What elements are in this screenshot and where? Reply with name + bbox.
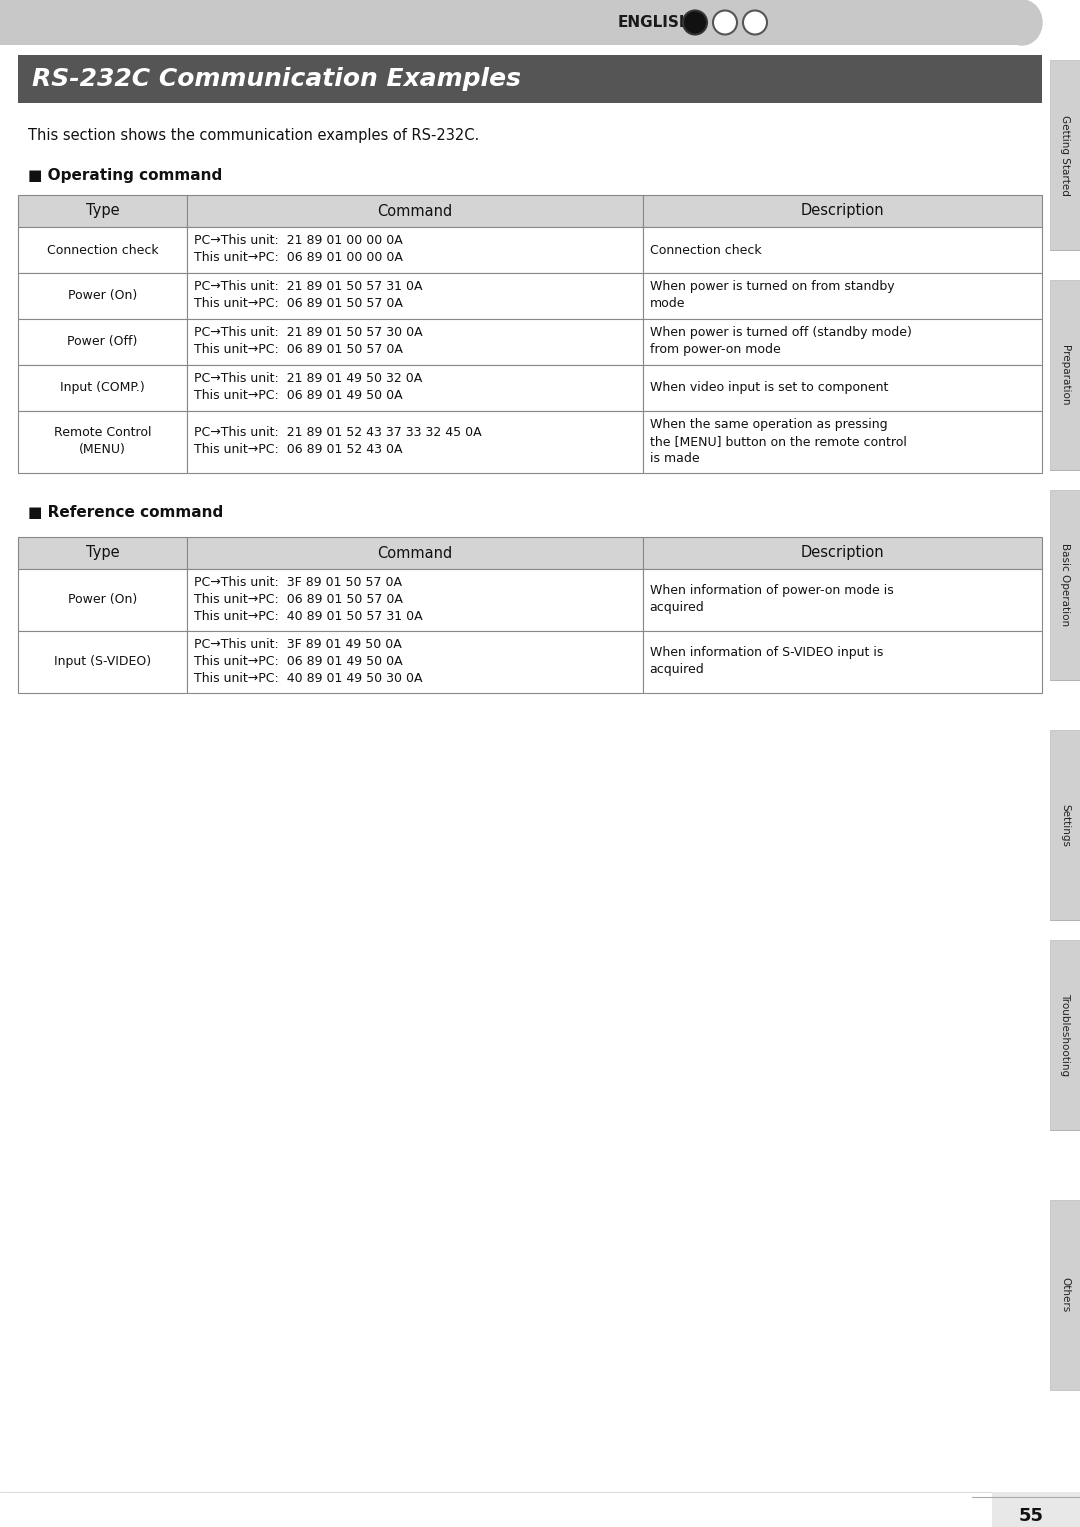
Bar [18, 319, 187, 365]
Bar [187, 319, 643, 365]
Text: Input (COMP.): Input (COMP.) [60, 382, 145, 394]
Bar [187, 273, 643, 319]
Bar [187, 228, 643, 273]
Text: RS-232C Communication Examples: RS-232C Communication Examples [32, 67, 521, 92]
Text: Description: Description [800, 203, 885, 218]
Text: PC→This unit:  21 89 01 49 50 32 0A
This unit→PC:  06 89 01 49 50 0A: PC→This unit: 21 89 01 49 50 32 0A This … [194, 373, 422, 402]
Bar [187, 570, 643, 631]
Bar [643, 570, 1042, 631]
Text: Description: Description [800, 545, 885, 560]
Text: PC→This unit:  21 89 01 50 57 30 0A
This unit→PC:  06 89 01 50 57 0A: PC→This unit: 21 89 01 50 57 30 0A This … [194, 325, 422, 356]
Text: When the same operation as pressing
the [MENU] button on the remote control
is m: When the same operation as pressing the … [650, 418, 906, 466]
Text: PC→This unit:  21 89 01 00 00 0A
This unit→PC:  06 89 01 00 00 0A: PC→This unit: 21 89 01 00 00 0A This uni… [194, 234, 403, 264]
Text: PC→This unit:  3F 89 01 49 50 0A
This unit→PC:  06 89 01 49 50 0A
This unit→PC: : PC→This unit: 3F 89 01 49 50 0A This uni… [194, 638, 422, 686]
Bar [18, 631, 187, 693]
Text: When power is turned off (standby mode)
from power-on mode: When power is turned off (standby mode) … [650, 325, 912, 356]
Text: When information of power-on mode is
acquired: When information of power-on mode is acq… [650, 583, 893, 614]
Bar [1050, 279, 1080, 470]
Text: Power (Off): Power (Off) [67, 336, 137, 348]
Ellipse shape [1002, 0, 1042, 44]
Text: Type: Type [85, 203, 119, 218]
Text: ■ Operating command: ■ Operating command [28, 168, 222, 183]
Text: 55: 55 [1018, 1507, 1043, 1525]
Bar [18, 365, 187, 411]
Bar [18, 55, 1042, 102]
Bar [643, 538, 1042, 570]
Bar [18, 273, 187, 319]
Bar [643, 631, 1042, 693]
Bar [187, 631, 643, 693]
Text: Remote Control
(MENU): Remote Control (MENU) [54, 426, 151, 457]
Text: Input (S-VIDEO): Input (S-VIDEO) [54, 655, 151, 669]
Bar [643, 195, 1042, 228]
Bar [643, 228, 1042, 273]
Bar [643, 411, 1042, 473]
Bar [18, 538, 187, 570]
Text: Command: Command [377, 545, 453, 560]
Bar [1050, 1200, 1080, 1390]
Bar [187, 538, 643, 570]
Text: PC→This unit:  21 89 01 50 57 31 0A
This unit→PC:  06 89 01 50 57 0A: PC→This unit: 21 89 01 50 57 31 0A This … [194, 279, 422, 310]
Text: Getting Started: Getting Started [1059, 115, 1070, 195]
Bar [1050, 730, 1080, 919]
Text: This section shows the communication examples of RS-232C.: This section shows the communication exa… [28, 128, 480, 144]
Text: When information of S-VIDEO input is
acquired: When information of S-VIDEO input is acq… [650, 646, 883, 676]
Text: ■ Reference command: ■ Reference command [28, 505, 224, 521]
Text: Settings: Settings [1059, 803, 1070, 846]
Bar [187, 195, 643, 228]
Bar [643, 319, 1042, 365]
Text: Connection check: Connection check [650, 243, 761, 257]
Text: When video input is set to component: When video input is set to component [650, 382, 888, 394]
Text: Power (On): Power (On) [68, 594, 137, 606]
Circle shape [683, 11, 707, 35]
Bar [1050, 60, 1080, 250]
Bar [993, 1492, 1080, 1527]
Bar [643, 365, 1042, 411]
Bar [643, 273, 1042, 319]
Text: Connection check: Connection check [46, 243, 159, 257]
Bar [187, 411, 643, 473]
Bar [187, 365, 643, 411]
Bar [18, 570, 187, 631]
Text: Others: Others [1059, 1278, 1070, 1313]
Text: PC→This unit:  21 89 01 52 43 37 33 32 45 0A
This unit→PC:  06 89 01 52 43 0A: PC→This unit: 21 89 01 52 43 37 33 32 45… [194, 426, 482, 457]
Bar [18, 411, 187, 473]
Circle shape [743, 11, 767, 35]
Bar [1050, 941, 1080, 1130]
Circle shape [713, 11, 737, 35]
Bar [1050, 490, 1080, 680]
Bar [0, 0, 1022, 44]
Text: Type: Type [85, 545, 119, 560]
Text: Basic Operation: Basic Operation [1059, 544, 1070, 626]
Text: When power is turned on from standby
mode: When power is turned on from standby mod… [650, 279, 894, 310]
Text: Preparation: Preparation [1059, 345, 1070, 405]
Text: Command: Command [377, 203, 453, 218]
Text: Troubleshooting: Troubleshooting [1059, 994, 1070, 1077]
Text: Power (On): Power (On) [68, 290, 137, 302]
Text: ENGLISH: ENGLISH [618, 15, 692, 31]
Text: PC→This unit:  3F 89 01 50 57 0A
This unit→PC:  06 89 01 50 57 0A
This unit→PC: : PC→This unit: 3F 89 01 50 57 0A This uni… [194, 576, 422, 623]
Bar [18, 195, 187, 228]
Bar [18, 228, 187, 273]
